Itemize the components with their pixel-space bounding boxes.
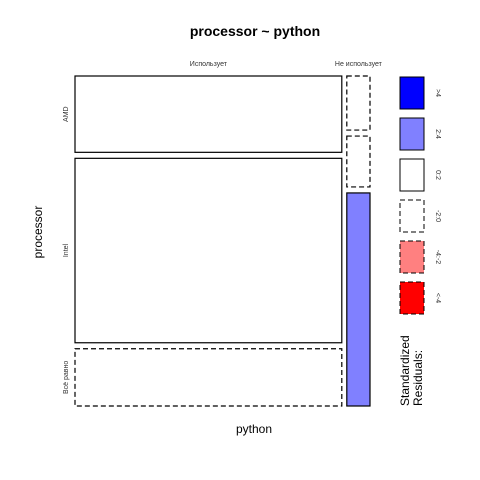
legend-swatch — [399, 281, 425, 315]
legend-swatch — [399, 76, 425, 110]
mosaic-tile — [346, 135, 371, 188]
chart-title: processor ~ python — [190, 23, 320, 39]
row-label: AMD — [63, 106, 70, 122]
mosaic-tiles: Использует Не использует AMD Intel Всё равно — [63, 61, 383, 407]
mosaic-tile — [346, 75, 371, 131]
column-label: Не использует — [335, 61, 383, 68]
legend-label: >4 — [434, 89, 441, 97]
legend-swatch — [399, 199, 425, 233]
legend-label: 0:2 — [434, 170, 441, 180]
row-label: Intel — [63, 243, 70, 257]
legend-title: Standardized — [398, 335, 412, 406]
mosaic-tile — [74, 157, 343, 344]
legend-label: -4:-2 — [434, 250, 441, 265]
mosaic-tile — [74, 75, 343, 153]
y-axis-label: processor — [31, 206, 45, 259]
residual-legend: >4 2:4 0:2 -2:0 -4:-2 <-4 Standardized Residual… — [398, 76, 441, 406]
mosaic-tile — [74, 348, 343, 407]
legend-swatch — [399, 158, 425, 192]
mosaic-tile — [346, 192, 371, 407]
legend-swatch — [399, 117, 425, 151]
row-label: Всё равно — [63, 361, 70, 394]
legend-label: 2:4 — [434, 129, 441, 139]
legend-label: -2:0 — [434, 210, 441, 222]
x-axis-label: python — [236, 422, 272, 436]
column-label: Использует — [190, 61, 228, 68]
legend-swatch — [399, 240, 425, 274]
legend-label: <-4 — [434, 293, 441, 303]
legend-title: Residuals: — [411, 350, 425, 406]
